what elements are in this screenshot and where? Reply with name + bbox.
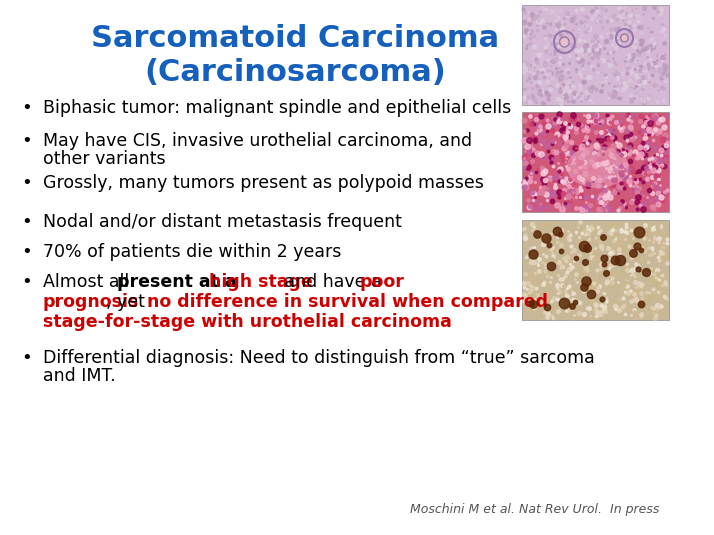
Text: other variants: other variants bbox=[43, 150, 166, 168]
Text: present at a: present at a bbox=[117, 273, 243, 291]
Circle shape bbox=[560, 37, 569, 47]
Text: •: • bbox=[21, 213, 32, 231]
Text: •: • bbox=[21, 174, 32, 192]
Text: and IMT.: and IMT. bbox=[43, 367, 116, 385]
Text: , yet: , yet bbox=[106, 293, 151, 311]
Text: Biphasic tumor: malignant spindle and epithelial cells: Biphasic tumor: malignant spindle and ep… bbox=[43, 99, 511, 117]
Text: no difference in survival when compared: no difference in survival when compared bbox=[147, 293, 548, 311]
Circle shape bbox=[620, 34, 628, 42]
FancyBboxPatch shape bbox=[521, 5, 669, 105]
Text: •: • bbox=[21, 132, 32, 150]
Text: (Carcinosarcoma): (Carcinosarcoma) bbox=[145, 57, 446, 87]
Ellipse shape bbox=[567, 146, 629, 188]
Text: and have a: and have a bbox=[279, 273, 387, 291]
Text: Sarcomatoid Carcinoma: Sarcomatoid Carcinoma bbox=[91, 24, 500, 52]
Text: May have CIS, invasive urothelial carcinoma, and: May have CIS, invasive urothelial carcin… bbox=[43, 132, 472, 150]
FancyBboxPatch shape bbox=[521, 112, 669, 212]
Text: high stage: high stage bbox=[208, 273, 312, 291]
Text: prognosis: prognosis bbox=[43, 293, 139, 311]
Text: 70% of patients die within 2 years: 70% of patients die within 2 years bbox=[43, 243, 341, 261]
Text: Nodal and/or distant metastasis frequent: Nodal and/or distant metastasis frequent bbox=[43, 213, 402, 231]
Text: Moschini M et al. Nat Rev Urol.  In press: Moschini M et al. Nat Rev Urol. In press bbox=[411, 503, 660, 516]
FancyBboxPatch shape bbox=[521, 220, 669, 320]
Text: stage-for-stage with urothelial carcinoma: stage-for-stage with urothelial carcinom… bbox=[43, 313, 452, 331]
Text: •: • bbox=[21, 349, 32, 367]
Text: Almost all: Almost all bbox=[43, 273, 135, 291]
Text: Grossly, many tumors present as polypoid masses: Grossly, many tumors present as polypoid… bbox=[43, 174, 484, 192]
Text: •: • bbox=[21, 99, 32, 117]
Text: Differential diagnosis: Need to distinguish from “true” sarcoma: Differential diagnosis: Need to distingu… bbox=[43, 349, 595, 367]
Text: •: • bbox=[21, 273, 32, 291]
Text: poor: poor bbox=[360, 273, 405, 291]
Text: •: • bbox=[21, 243, 32, 261]
